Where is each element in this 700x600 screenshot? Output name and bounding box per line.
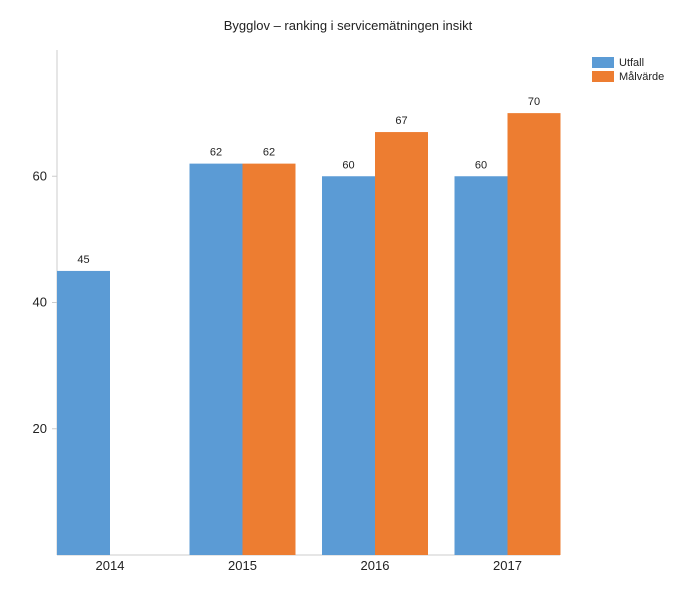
chart-legend: Utfall Målvärde (592, 57, 664, 83)
y-tick-label: 40 (33, 295, 47, 310)
bar-data-labels: 45 62 62 60 67 60 70 (77, 96, 540, 266)
bar-malvarde-2017 (507, 113, 561, 555)
bar-value-label: 60 (342, 159, 354, 171)
bar-series (57, 113, 561, 555)
x-tick-label: 2015 (228, 558, 257, 573)
y-tick-label: 20 (33, 421, 47, 436)
bar-value-label: 62 (210, 147, 222, 159)
x-tick-label: 2017 (493, 558, 522, 573)
bar-utfall-2016 (322, 176, 375, 555)
legend-swatch (592, 57, 614, 68)
legend-swatch (592, 71, 614, 82)
bar-malvarde-2015 (242, 163, 296, 555)
bar-value-label: 60 (475, 159, 487, 171)
x-tick-label: 2014 (96, 558, 125, 573)
bar-utfall-2014 (57, 270, 110, 555)
chart-title: Bygglov – ranking i servicemätningen ins… (224, 18, 473, 33)
legend-label: Utfall (619, 57, 644, 69)
y-axis-ticks: 20 40 60 (33, 168, 57, 436)
bar-value-label: 45 (77, 254, 89, 266)
x-axis-labels: 2014 2015 2016 2017 (96, 558, 522, 573)
bar-value-label: 67 (395, 115, 407, 127)
bar-malvarde-2016 (375, 132, 428, 555)
bar-value-label: 62 (263, 147, 275, 159)
x-tick-label: 2016 (361, 558, 390, 573)
bar-utfall-2015 (189, 163, 243, 555)
y-tick-label: 60 (33, 168, 47, 183)
bar-value-label: 70 (528, 96, 540, 108)
bar-utfall-2017 (454, 176, 508, 555)
legend-label: Målvärde (619, 71, 664, 83)
